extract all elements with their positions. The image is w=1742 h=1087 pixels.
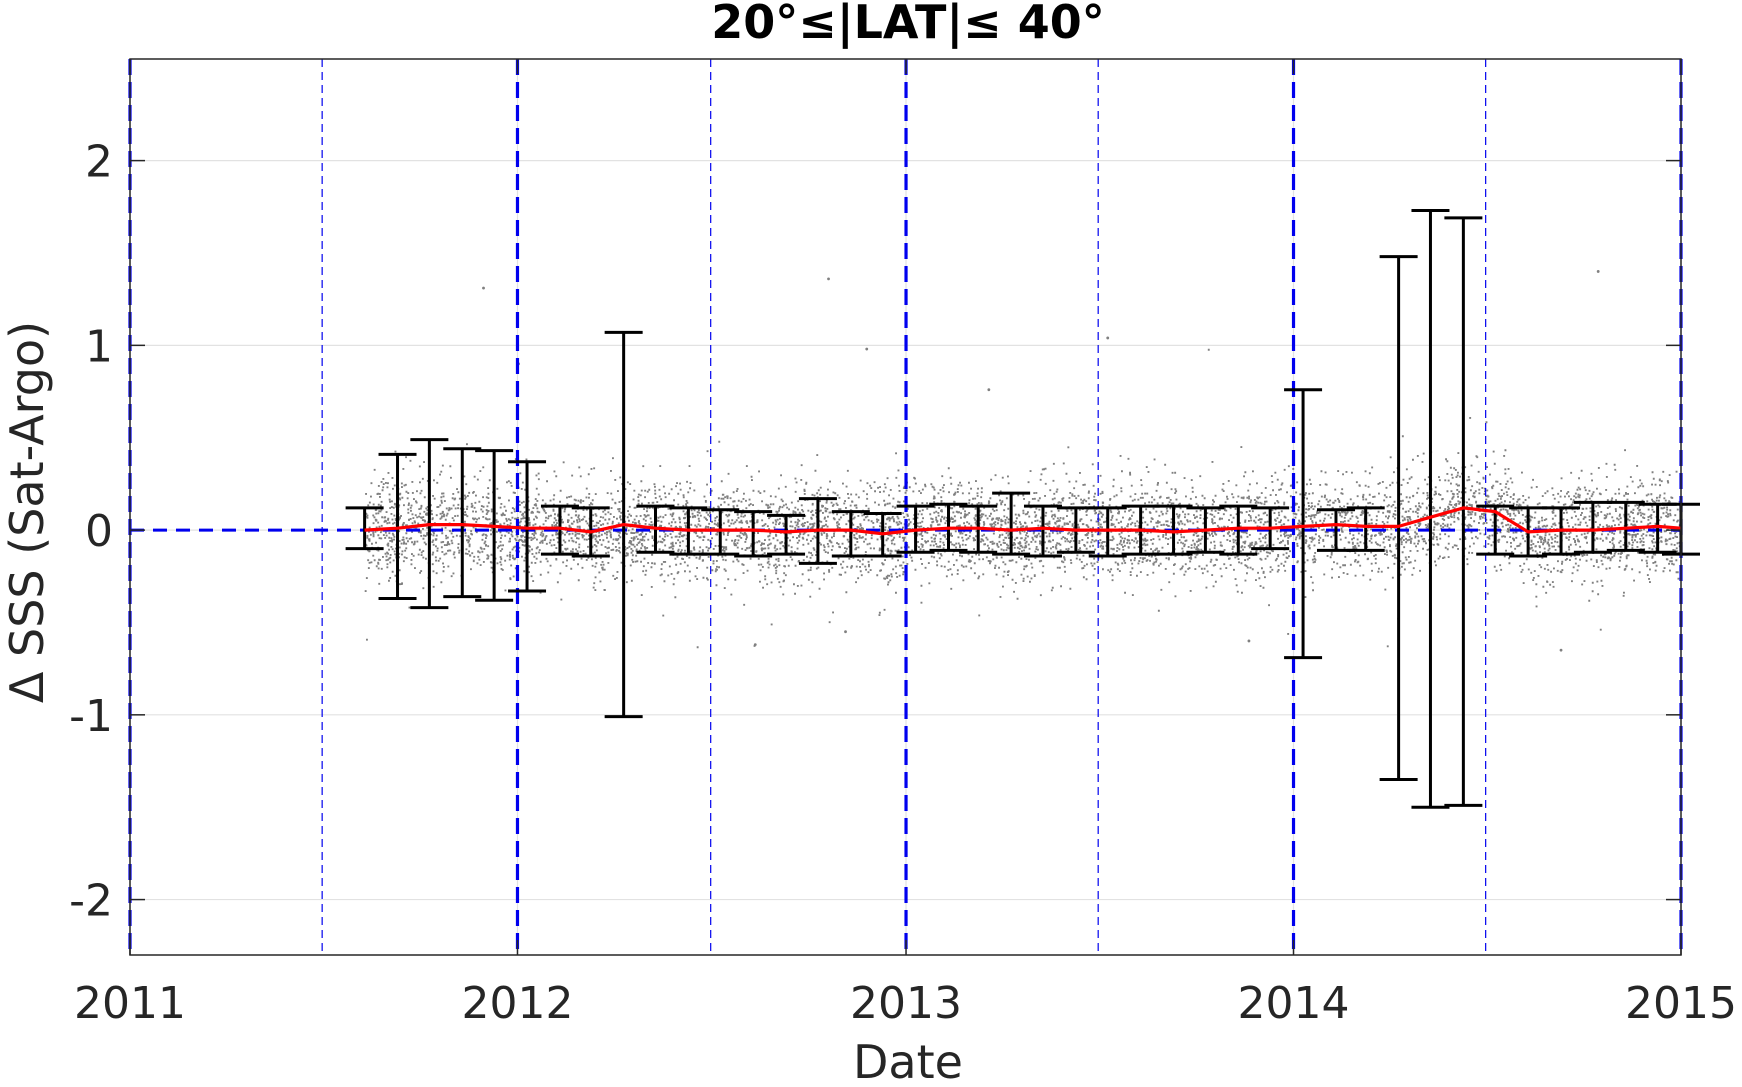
- mean-line: [364, 506, 1682, 536]
- error-bar: [701, 508, 740, 556]
- y-tick-label: 1: [85, 321, 113, 372]
- error-bar: [1346, 506, 1385, 552]
- scatter-point: [1559, 648, 1563, 652]
- error-bar: [1284, 388, 1323, 660]
- error-bar: [1573, 500, 1612, 554]
- scatter-point: [753, 643, 757, 647]
- error-bar: [1379, 255, 1418, 781]
- x-tick-label: 2011: [74, 978, 186, 1029]
- error-bar: [1219, 504, 1258, 556]
- scatter-point: [987, 388, 991, 392]
- mean-line-group: [364, 506, 1682, 536]
- error-bar: [1023, 504, 1062, 558]
- error-bar: [1444, 216, 1483, 807]
- error-bar: [508, 460, 547, 593]
- chart-title: 20°≤|LAT|≤ 40°: [711, 0, 1104, 50]
- scatter-point: [865, 347, 869, 351]
- error-bar: [1154, 504, 1193, 556]
- axis-ticks: [129, 59, 1682, 955]
- y-tick-label: -2: [69, 876, 113, 927]
- error-bar: [540, 504, 579, 556]
- error-bar: [1606, 500, 1645, 552]
- x-tick-label: 2014: [1238, 978, 1350, 1029]
- error-bar: [992, 491, 1031, 556]
- tick-labels: -2 -1 0 1 2 2011 2012 2013 2014 2015: [69, 137, 1737, 1029]
- scatter-point: [1106, 336, 1110, 340]
- error-bars: [345, 208, 1700, 809]
- x-axis-label: Date: [853, 1035, 963, 1087]
- x-tick-label: 2013: [850, 978, 962, 1029]
- error-bar: [1411, 208, 1450, 809]
- y-axis-label: Δ SSS (Sat-Argo): [0, 321, 54, 703]
- error-bar: [345, 506, 384, 551]
- scatter-point: [482, 286, 485, 290]
- scatter-point: [1247, 639, 1251, 643]
- x-tick-label: 2012: [461, 978, 573, 1029]
- error-bar: [443, 447, 482, 599]
- error-bar: [767, 513, 806, 556]
- scatter-point: [1596, 270, 1600, 273]
- y-tick-label: 0: [85, 506, 113, 557]
- scatter-point: [844, 630, 847, 634]
- x-tick-label: 2015: [1625, 978, 1737, 1029]
- scatter-point: [827, 277, 830, 281]
- y-tick-label: 2: [85, 137, 113, 188]
- error-bar: [831, 510, 870, 558]
- error-bar: [734, 510, 773, 558]
- error-bar: [1088, 506, 1127, 558]
- y-tick-label: -1: [69, 691, 113, 742]
- error-bar: [1476, 504, 1515, 556]
- scatter-cloud: [364, 348, 1683, 649]
- error-bar: [378, 452, 417, 600]
